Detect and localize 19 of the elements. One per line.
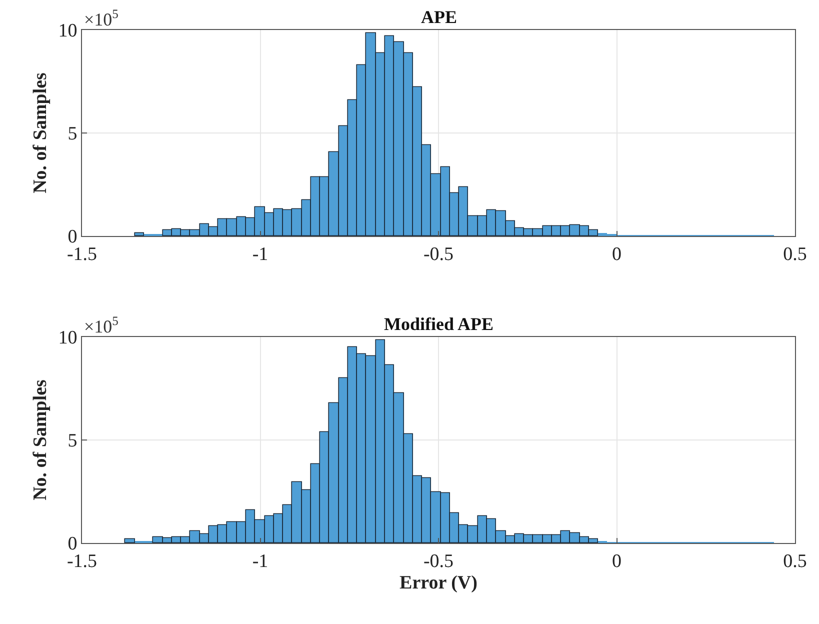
y-tick-label: 10 — [58, 328, 78, 349]
x-tick-label: -0.5 — [423, 244, 454, 265]
chart-title: APE — [421, 7, 457, 27]
annotation: ×10$^{5}$ — [84, 7, 118, 30]
y-tick-label: 5 — [68, 430, 78, 452]
x-tick-label: 0.5 — [783, 550, 807, 572]
x-tick-label: 0.5 — [783, 244, 807, 265]
x-axis-title: Error (V) — [400, 572, 478, 594]
y-tick-label: 10 — [58, 20, 78, 42]
x-tick-label: -1 — [252, 550, 268, 572]
y-tick-label: 5 — [68, 124, 78, 145]
x-tick-label: 0 — [612, 244, 622, 265]
annotation: ×10$^{5}$ — [84, 314, 118, 337]
chart-title: Modified APE — [384, 314, 494, 334]
y-axis-title: No. of Samples — [30, 72, 52, 194]
x-tick-label: 0 — [612, 550, 622, 572]
x-tick-label: -0.5 — [423, 550, 454, 572]
x-tick-label: -1 — [252, 244, 268, 265]
y-axis-title: No. of Samples — [30, 380, 52, 500]
